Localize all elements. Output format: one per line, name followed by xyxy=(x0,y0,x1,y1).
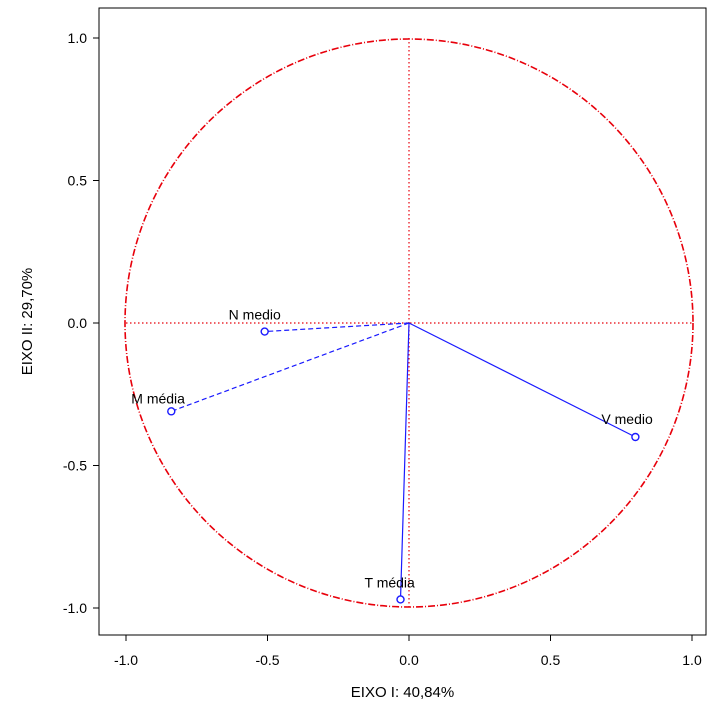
x-tick-label: 0.5 xyxy=(541,652,561,668)
data-point xyxy=(260,327,269,336)
data-point xyxy=(396,595,405,604)
x-tick-label: -0.5 xyxy=(255,652,279,668)
y-axis-ticks: -1.0 -0.5 0.0 0.5 1.0 xyxy=(63,30,99,616)
y-axis-label: EIXO II: 29,70% xyxy=(19,268,36,376)
y-tick-label: 1.0 xyxy=(68,30,88,46)
point-label: T média xyxy=(365,574,416,590)
x-tick-label: -1.0 xyxy=(114,652,138,668)
vector-line xyxy=(408,322,636,438)
y-tick-label: -1.0 xyxy=(63,600,87,616)
vector-line xyxy=(171,322,410,412)
x-tick-label: 1.0 xyxy=(682,652,702,668)
point-label: V medio xyxy=(601,411,653,427)
x-tick-label: 0.0 xyxy=(399,652,419,668)
point-label: N medio xyxy=(229,307,281,323)
y-tick-label: 0.5 xyxy=(68,173,88,189)
vector-line xyxy=(264,322,410,333)
x-axis-label: EIXO I: 40,84% xyxy=(351,684,454,701)
vector-line xyxy=(399,322,410,600)
x-axis-ticks: -1.0 -0.5 0.0 0.5 1.0 xyxy=(114,635,702,668)
data-point xyxy=(167,407,176,416)
point-label: M média xyxy=(131,390,185,406)
y-tick-label: -0.5 xyxy=(63,458,87,474)
plot-frame xyxy=(98,7,707,636)
vector-series: N medio M média T média V medio xyxy=(131,307,653,604)
y-tick-label: 0.0 xyxy=(68,315,88,331)
data-point xyxy=(631,432,640,442)
